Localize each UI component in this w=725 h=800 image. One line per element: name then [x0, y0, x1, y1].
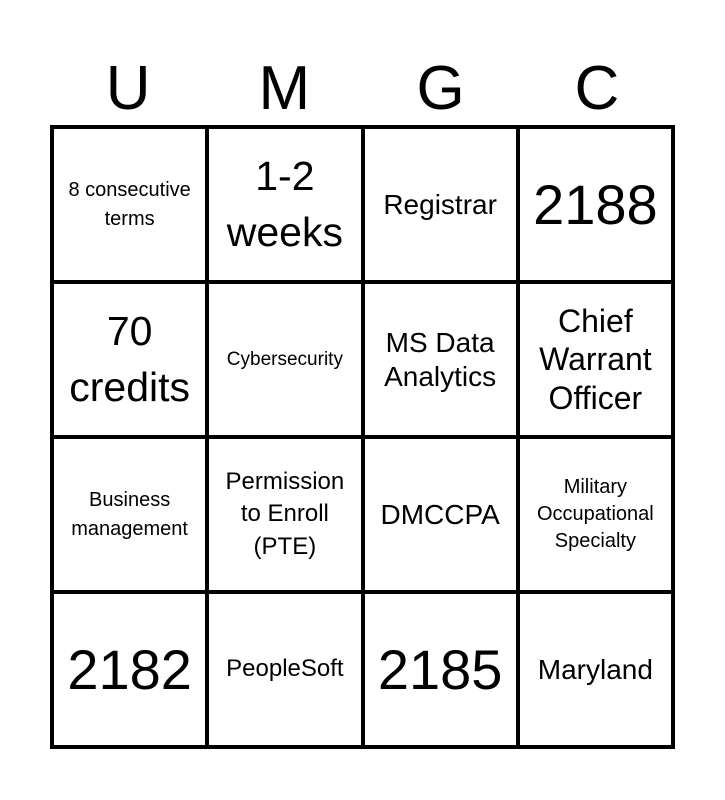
bingo-cell[interactable]: 8 consecutive terms	[49, 125, 210, 284]
bingo-cell[interactable]: MS Data Analytics	[360, 280, 520, 439]
bingo-cell[interactable]: Business management	[49, 435, 210, 594]
header-letter: U	[105, 54, 151, 123]
bingo-cell[interactable]: Permission to Enroll (PTE)	[205, 435, 365, 594]
bingo-cell[interactable]: Cybersecurity	[205, 280, 365, 439]
bingo-row: 8 consecutive terms 1-2 weeks Registrar …	[49, 125, 676, 284]
bingo-cell[interactable]: 1-2 weeks	[205, 125, 365, 284]
header-letter: G	[416, 54, 465, 123]
bingo-row: 2182 PeopleSoft 2185 Maryland	[49, 590, 676, 749]
bingo-cell[interactable]: Military Occupational Specialty	[515, 435, 676, 594]
bingo-cell[interactable]: 70 credits	[49, 280, 210, 439]
bingo-cell[interactable]: 2182	[49, 590, 210, 749]
bingo-cell[interactable]: PeopleSoft	[205, 590, 365, 749]
bingo-cell[interactable]: 2188	[515, 125, 676, 284]
bingo-row: Business management Permission to Enroll…	[49, 435, 676, 594]
bingo-cell[interactable]: Maryland	[515, 590, 676, 749]
header-letter: C	[574, 54, 620, 123]
header-letter: M	[258, 54, 311, 123]
bingo-cell[interactable]: 2185	[360, 590, 520, 749]
bingo-cell[interactable]: Registrar	[360, 125, 520, 284]
bingo-grid: 8 consecutive terms 1-2 weeks Registrar …	[49, 125, 676, 749]
bingo-header: U M G C	[50, 52, 675, 126]
bingo-cell[interactable]: DMCCPA	[360, 435, 520, 594]
bingo-cell[interactable]: Chief Warrant Officer	[515, 280, 676, 439]
bingo-row: 70 credits Cybersecurity MS Data Analyti…	[49, 280, 676, 439]
